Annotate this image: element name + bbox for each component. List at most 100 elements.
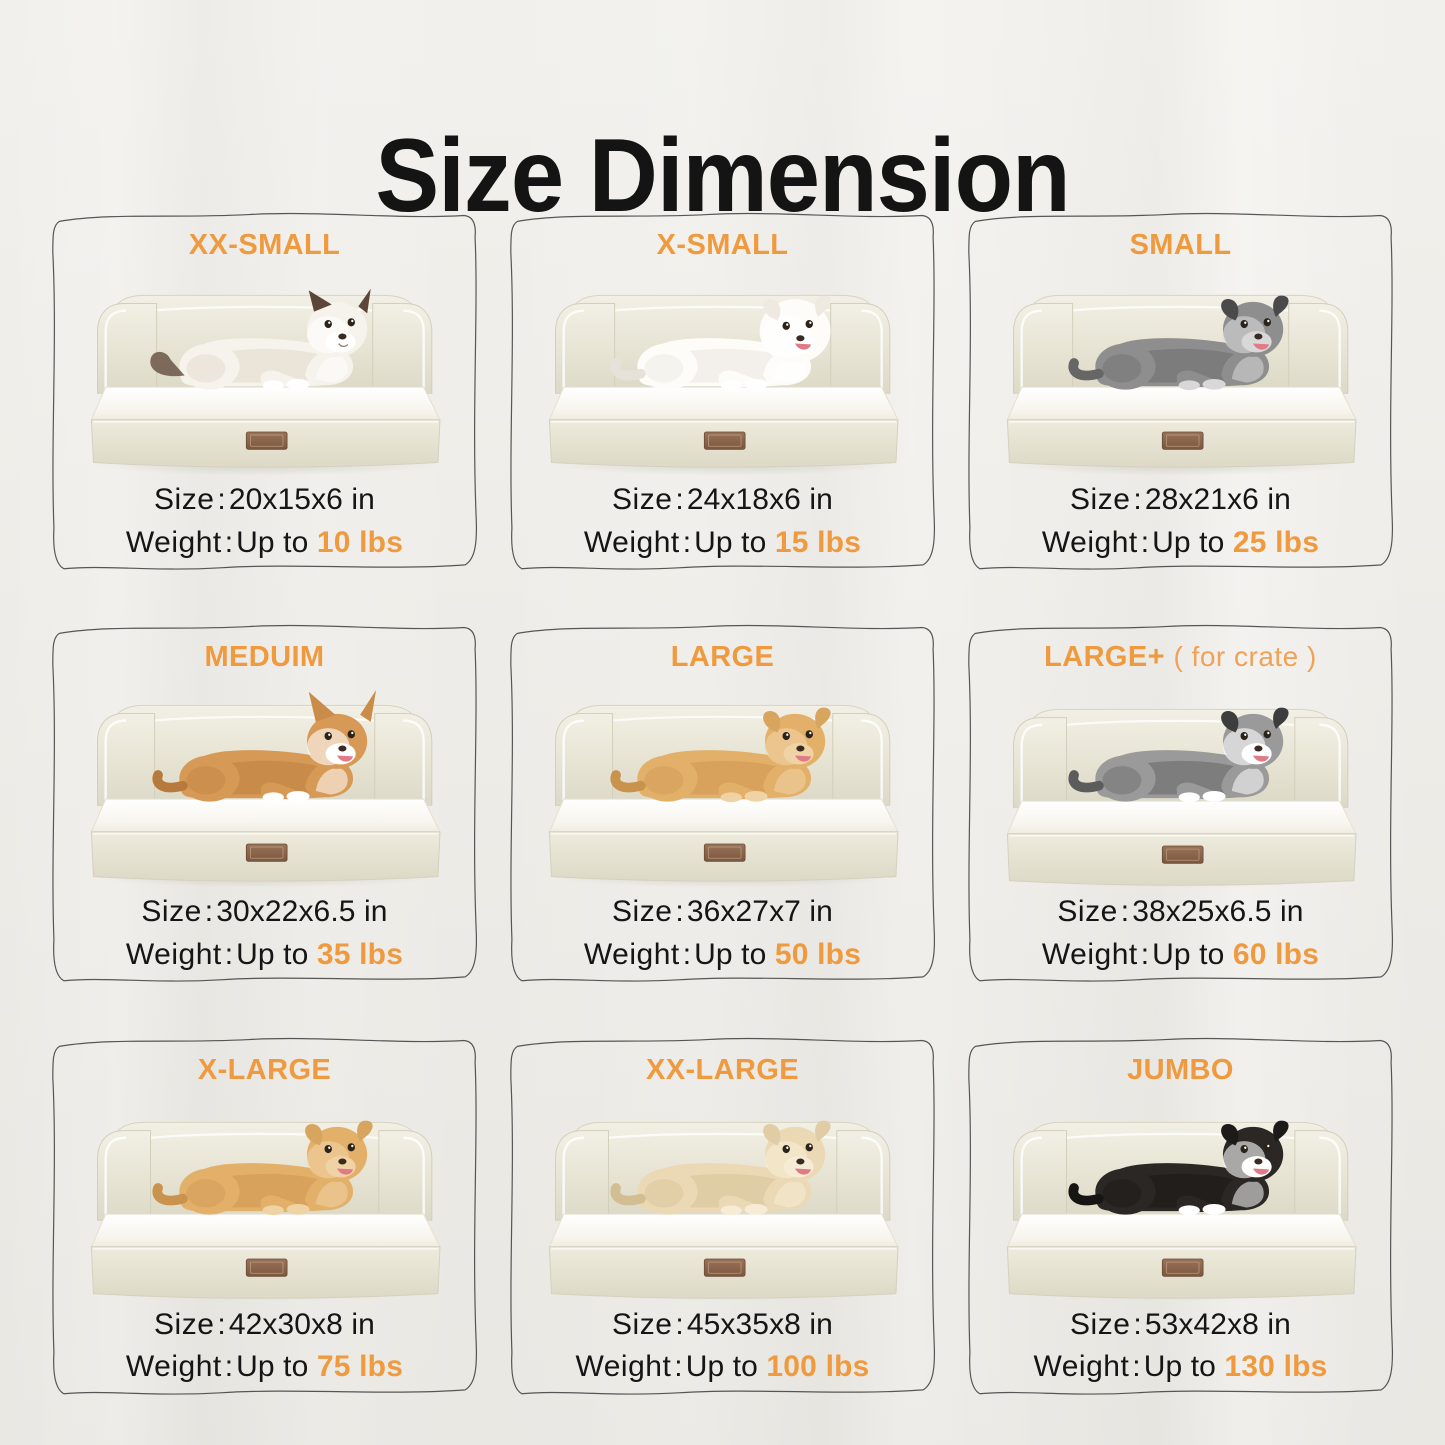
card-size-name: X-SMALL — [656, 229, 789, 261]
pet-labrador-graphic — [554, 1087, 891, 1256]
weight-separator: : — [1132, 1350, 1141, 1384]
card-size-name: LARGE — [670, 641, 775, 674]
card-specs: Size:42x30x8 in Weight: Up to 75 lbs — [126, 1304, 403, 1389]
size-value: 24x18x6 in — [686, 483, 833, 517]
bed-illustration — [54, 262, 475, 479]
size-label: Size — [154, 483, 215, 517]
card-specs: Size:53x42x8 in Weight: Up to 130 lbs — [1033, 1304, 1327, 1389]
card-specs: Size:28x21x6 in Weight: Up to 25 lbs — [1042, 479, 1319, 564]
weight-separator: : — [224, 525, 234, 559]
weight-prefix: Up to — [685, 1350, 758, 1384]
weight-line: Weight: Up to 60 lbs — [1042, 934, 1319, 977]
size-separator: : — [1120, 895, 1130, 929]
weight-line: Weight: Up to 50 lbs — [584, 934, 861, 977]
size-line: Size:30x22x6.5 in — [126, 891, 403, 934]
card-title: MEDUIM — [204, 641, 324, 674]
bed-illustration — [970, 1087, 1391, 1304]
weight-value: 15 lbs — [774, 525, 862, 559]
size-separator: : — [1133, 483, 1142, 517]
weight-label: Weight — [575, 1350, 672, 1384]
size-line: Size:45x35x8 in — [575, 1304, 869, 1347]
pet-bernese-mountain-dog-graphic — [1012, 1087, 1349, 1256]
size-value: 30x22x6.5 in — [216, 895, 388, 929]
weight-line: Weight: Up to 25 lbs — [1042, 522, 1319, 565]
page-title: Size Dimension — [375, 117, 1070, 234]
pet-corgi-graphic — [96, 674, 433, 843]
weight-label: Weight — [125, 525, 222, 559]
card-size-name: LARGE+ — [1044, 641, 1165, 674]
card-specs: Size:24x18x6 in Weight: Up to 15 lbs — [584, 479, 861, 564]
weight-value: 75 lbs — [316, 1350, 404, 1384]
weight-separator: : — [1140, 525, 1150, 559]
card-title: X-SMALL — [657, 229, 789, 262]
weight-label: Weight — [1033, 1350, 1130, 1384]
size-label: Size — [154, 1307, 215, 1341]
size-label: Size — [612, 895, 673, 929]
weight-separator: : — [224, 938, 234, 972]
size-card-large[interactable]: LARGE Size:36x27x7 in Weight: Up to 50 lbs — [502, 608, 943, 998]
weight-line: Weight: Up to 10 lbs — [126, 522, 403, 565]
weight-label: Weight — [1041, 938, 1138, 972]
bed-illustration — [970, 674, 1391, 891]
weight-separator: : — [682, 938, 692, 972]
card-title: LARGE — [671, 641, 775, 674]
size-value: 45x35x8 in — [686, 1307, 833, 1341]
card-size-name-suffix: ( for crate ) — [1173, 641, 1317, 673]
size-card-meduim[interactable]: MEDUIM Size:30x22x6.5 in Weight: Up to 35 l… — [44, 608, 485, 998]
bed-illustration — [512, 674, 933, 891]
size-label: Size — [1070, 483, 1131, 517]
size-value: 53x42x8 in — [1144, 1307, 1291, 1341]
size-card-small[interactable]: SMALL Size:28x21x6 in Weight: Up to 25 lbs — [960, 196, 1401, 586]
weight-line: Weight: Up to 15 lbs — [584, 522, 861, 565]
size-card-x-small[interactable]: X-SMALL Size:24x18x6 in Weight: Up to 15 lb… — [502, 196, 943, 586]
size-separator: : — [1133, 1307, 1142, 1341]
card-size-name: JUMBO — [1127, 1053, 1234, 1086]
weight-value: 50 lbs — [774, 938, 862, 972]
weight-label: Weight — [125, 1350, 222, 1384]
size-line: Size:38x25x6.5 in — [1042, 891, 1319, 934]
card-size-name: X-LARGE — [197, 1053, 332, 1086]
size-label: Size — [612, 1307, 673, 1341]
size-separator: : — [675, 1307, 684, 1341]
weight-value: 25 lbs — [1232, 525, 1320, 559]
size-label: Size — [612, 483, 673, 517]
card-size-name: SMALL — [1129, 229, 1232, 261]
size-line: Size:24x18x6 in — [584, 479, 861, 522]
weight-value: 10 lbs — [316, 525, 404, 559]
weight-label: Weight — [1041, 525, 1138, 559]
weight-value: 60 lbs — [1232, 938, 1320, 972]
weight-line: Weight: Up to 35 lbs — [126, 934, 403, 977]
pet-golden-retriever-graphic — [96, 1087, 433, 1256]
bed-illustration — [54, 1087, 475, 1304]
card-specs: Size:45x35x8 in Weight: Up to 100 lbs — [575, 1304, 869, 1389]
size-card-large[interactable]: LARGE+ ( for crate ) Size:38x25x6.5 in Wei… — [960, 608, 1401, 998]
bed-illustration — [512, 262, 933, 479]
weight-label: Weight — [583, 525, 680, 559]
weight-separator: : — [682, 525, 692, 559]
weight-label: Weight — [583, 938, 680, 972]
size-label: Size — [1057, 895, 1118, 929]
weight-separator: : — [674, 1350, 683, 1384]
size-card-xx-small[interactable]: XX-SMALL Size:20x15x6 in Weight: Up to 10 l… — [44, 196, 485, 586]
size-separator: : — [217, 483, 226, 517]
card-title: JUMBO — [1127, 1054, 1234, 1087]
size-value: 42x30x8 in — [228, 1307, 375, 1341]
size-line: Size:53x42x8 in — [1033, 1304, 1327, 1347]
size-separator: : — [675, 895, 684, 929]
weight-value: 130 lbs — [1224, 1350, 1328, 1384]
bed-illustration — [512, 1087, 933, 1304]
size-line: Size:20x15x6 in — [126, 479, 403, 522]
size-card-jumbo[interactable]: JUMBO Size:53x42x8 in Weight: Up to 130 lbs — [960, 1021, 1401, 1411]
size-value: 28x21x6 in — [1144, 483, 1291, 517]
weight-line: Weight: Up to 130 lbs — [1033, 1346, 1327, 1389]
pet-ragdoll-cat-graphic — [96, 262, 433, 431]
weight-separator: : — [1140, 938, 1150, 972]
size-card-xx-large[interactable]: XX-LARGE Size:45x35x8 in Weight: Up to 100 … — [502, 1021, 943, 1411]
size-line: Size:42x30x8 in — [126, 1304, 403, 1347]
card-size-name: XX-LARGE — [645, 1053, 800, 1086]
card-specs: Size:30x22x6.5 in Weight: Up to 35 lbs — [126, 891, 403, 976]
card-title: SMALL — [1130, 229, 1232, 262]
card-title: XX-SMALL — [189, 229, 340, 262]
card-title: LARGE+ ( for crate ) — [1044, 641, 1317, 674]
size-card-x-large[interactable]: X-LARGE Size:42x30x8 in Weight: Up to 75 lb… — [44, 1021, 485, 1411]
